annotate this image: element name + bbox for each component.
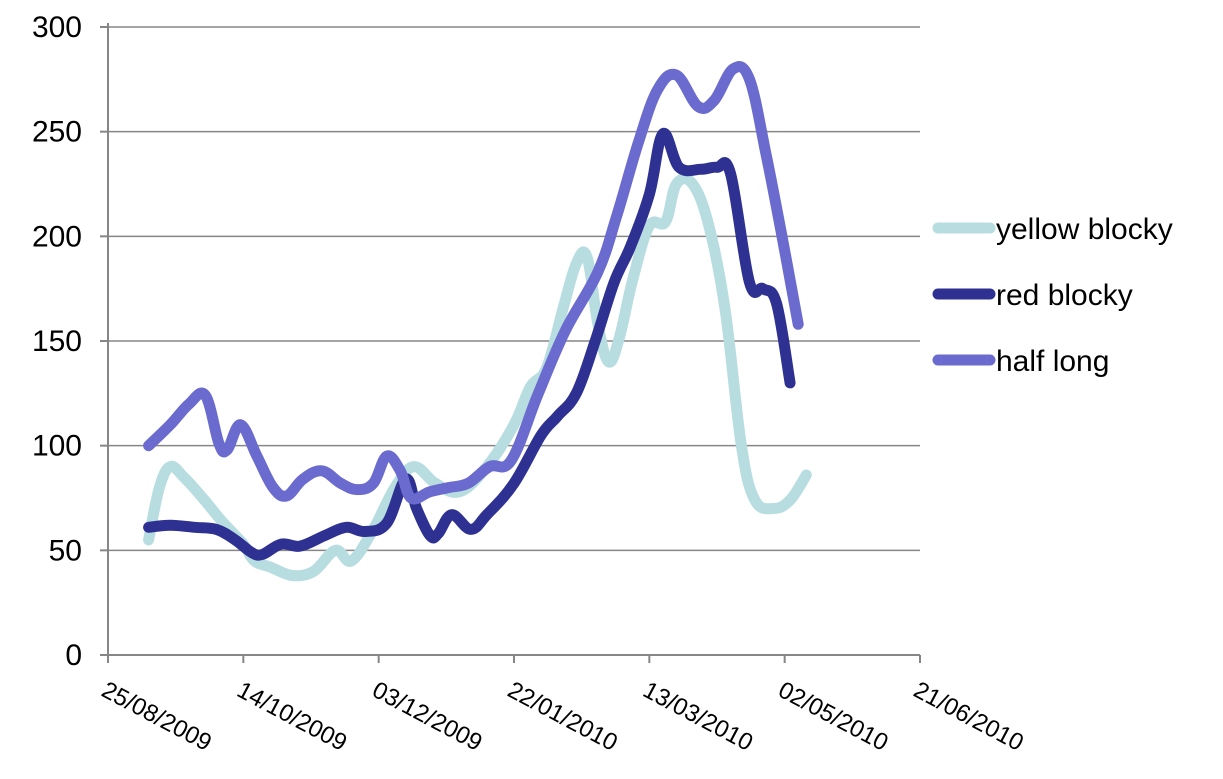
legend-label: yellow blocky <box>996 213 1173 246</box>
y-tick-label: 50 <box>49 534 82 567</box>
y-tick-label: 100 <box>32 430 82 463</box>
x-tick-label: 21/06/2010 <box>909 676 1028 756</box>
x-tick-label: 03/12/2009 <box>368 676 487 756</box>
x-tick-label: 22/01/2010 <box>503 676 622 756</box>
y-tick-label: 0 <box>65 639 82 672</box>
series-line-red-blocky <box>143 128 796 561</box>
x-tick-label: 14/10/2009 <box>233 676 352 756</box>
y-tick-label: 200 <box>32 220 82 253</box>
y-tick-label: 150 <box>32 325 82 358</box>
series-lines <box>143 61 812 582</box>
y-tick-label: 300 <box>32 11 82 44</box>
y-tick-label: 250 <box>32 116 82 149</box>
series-line-half-long <box>143 61 804 505</box>
x-tick-label: 13/03/2010 <box>639 676 758 756</box>
x-tick-label: 25/08/2009 <box>97 676 216 756</box>
series-line-yellow-blocky <box>143 173 812 582</box>
legend-label: half long <box>996 345 1109 378</box>
x-tick-label: 02/05/2010 <box>774 676 893 756</box>
legend: yellow blocky red blocky half long <box>932 213 1173 378</box>
legend-label: red blocky <box>996 279 1133 312</box>
gridlines <box>108 26 920 552</box>
